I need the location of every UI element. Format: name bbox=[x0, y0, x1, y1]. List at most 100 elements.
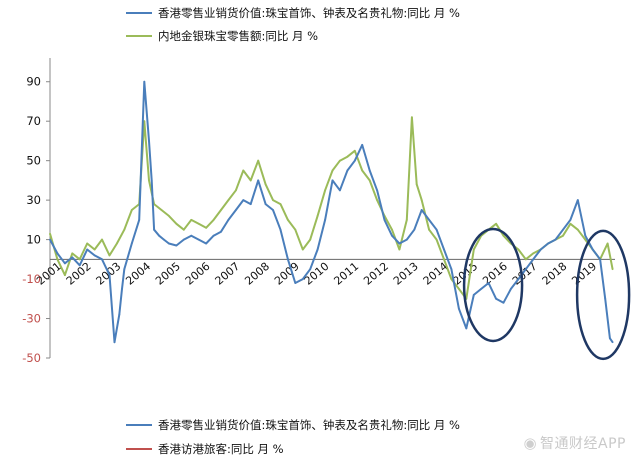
data-point-mainland-gold bbox=[197, 222, 200, 225]
data-point-hk-jewelry bbox=[101, 258, 103, 261]
data-point-hk-jewelry bbox=[153, 228, 156, 231]
data-point-mainland-gold bbox=[450, 278, 453, 280]
legend-top-mainland-gold: 内地金银珠宝零售额:同比 月 % bbox=[126, 28, 318, 44]
data-point-mainland-gold bbox=[398, 248, 401, 251]
data-point-hk-jewelry bbox=[150, 179, 153, 182]
data-point-hk-jewelry bbox=[118, 313, 121, 316]
data-point-mainland-gold bbox=[584, 238, 587, 241]
legend-label-bottom-hk-jewelry: 香港零售业销货价值:珠宝首饰、钟表及名贵礼物:同比 月 % bbox=[158, 418, 460, 432]
data-point-hk-jewelry bbox=[591, 248, 594, 251]
data-point-mainland-gold bbox=[415, 183, 418, 186]
data-point-mainland-gold bbox=[249, 179, 252, 182]
data-point-hk-jewelry bbox=[316, 248, 319, 251]
data-point-hk-jewelry bbox=[182, 238, 185, 241]
data-point-mainland-gold bbox=[71, 252, 74, 255]
data-point-hk-jewelry bbox=[487, 282, 490, 284]
data-point-mainland-gold bbox=[316, 215, 319, 217]
data-point-mainland-gold bbox=[517, 248, 520, 251]
data-point-hk-jewelry bbox=[49, 238, 51, 241]
legend-swatch-bottom-hk-jewelry bbox=[126, 424, 152, 426]
data-point-mainland-gold bbox=[148, 179, 150, 182]
x-tick-label: 2012 bbox=[361, 260, 391, 288]
data-point-mainland-gold bbox=[339, 159, 341, 162]
data-point-mainland-gold bbox=[502, 234, 505, 237]
legend-label-hk-jewelry: 香港零售业销货价值:珠宝首饰、钟表及名贵礼物:同比 月 % bbox=[158, 6, 460, 20]
y-tick-label: 90 bbox=[26, 75, 41, 89]
data-point-hk-jewelry bbox=[428, 219, 430, 221]
data-point-mainland-gold bbox=[168, 215, 170, 217]
data-point-hk-jewelry bbox=[249, 203, 252, 206]
data-point-hk-jewelry bbox=[547, 242, 549, 245]
x-tick-label: 2005 bbox=[153, 260, 183, 288]
watermark: ◉ 智通财经APP bbox=[523, 433, 626, 453]
data-point-hk-jewelry bbox=[562, 228, 564, 231]
data-point-hk-jewelry bbox=[339, 189, 341, 192]
paw-logo-icon: ◉ bbox=[523, 434, 538, 452]
data-point-hk-jewelry bbox=[220, 230, 222, 233]
data-point-hk-jewelry bbox=[235, 209, 237, 211]
data-point-mainland-gold bbox=[190, 219, 193, 221]
data-point-mainland-gold bbox=[458, 288, 460, 290]
data-point-hk-jewelry bbox=[391, 234, 393, 237]
y-tick-label: -50 bbox=[22, 351, 41, 365]
legend-swatch-hk-jewelry bbox=[126, 12, 152, 14]
data-point-hk-jewelry bbox=[175, 244, 178, 247]
x-tick-label: 2004 bbox=[123, 260, 153, 288]
data-point-hk-jewelry bbox=[212, 234, 215, 237]
data-point-mainland-gold bbox=[472, 248, 475, 251]
data-point-hk-jewelry bbox=[524, 268, 527, 271]
x-tick-label: 2013 bbox=[391, 260, 421, 288]
data-point-mainland-gold bbox=[443, 258, 445, 261]
data-point-hk-jewelry bbox=[121, 288, 123, 290]
data-point-hk-jewelry bbox=[510, 288, 512, 290]
data-point-hk-jewelry bbox=[376, 189, 378, 192]
data-point-mainland-gold bbox=[287, 219, 289, 221]
data-point-mainland-gold bbox=[160, 209, 163, 211]
data-point-hk-jewelry bbox=[168, 242, 170, 245]
x-tick-label: 2006 bbox=[183, 260, 213, 288]
data-point-hk-jewelry bbox=[324, 219, 326, 221]
data-point-mainland-gold bbox=[309, 238, 312, 241]
data-point-mainland-gold bbox=[272, 199, 274, 202]
data-point-hk-jewelry bbox=[584, 234, 587, 237]
data-point-hk-jewelry bbox=[458, 307, 460, 310]
data-point-hk-jewelry bbox=[420, 209, 423, 211]
data-point-mainland-gold bbox=[130, 209, 133, 211]
data-point-hk-jewelry bbox=[197, 238, 200, 241]
data-point-hk-jewelry bbox=[604, 297, 607, 300]
y-tick-label: 70 bbox=[26, 114, 41, 128]
data-point-hk-jewelry bbox=[368, 169, 371, 172]
data-point-hk-jewelry bbox=[609, 337, 611, 340]
data-point-mainland-gold bbox=[242, 169, 245, 172]
data-point-hk-jewelry bbox=[611, 341, 614, 344]
y-tick-label: -30 bbox=[22, 312, 41, 326]
data-point-hk-jewelry bbox=[554, 238, 557, 241]
data-point-mainland-gold bbox=[64, 274, 66, 276]
data-point-mainland-gold bbox=[182, 228, 185, 231]
y-tick-label: -10 bbox=[22, 272, 41, 286]
data-point-mainland-gold bbox=[175, 222, 178, 225]
data-point-hk-jewelry bbox=[443, 248, 445, 251]
data-point-hk-jewelry bbox=[435, 228, 438, 231]
y-tick-label: 10 bbox=[26, 233, 41, 247]
data-point-mainland-gold bbox=[524, 258, 527, 261]
series-line-hk-jewelry bbox=[49, 80, 614, 344]
data-point-mainland-gold bbox=[205, 226, 208, 229]
data-point-mainland-gold bbox=[78, 258, 81, 261]
highlight-ellipse bbox=[575, 229, 631, 361]
data-point-mainland-gold bbox=[532, 252, 535, 255]
data-point-hk-jewelry bbox=[163, 238, 165, 241]
data-point-hk-jewelry bbox=[158, 234, 161, 237]
data-point-hk-jewelry bbox=[502, 301, 505, 304]
data-point-hk-jewelry bbox=[405, 238, 408, 241]
data-point-hk-jewelry bbox=[413, 228, 416, 231]
data-point-mainland-gold bbox=[101, 238, 103, 241]
data-point-hk-jewelry bbox=[287, 258, 289, 261]
data-point-hk-jewelry bbox=[190, 234, 193, 237]
legend-swatch-mainland-gold bbox=[126, 35, 152, 37]
data-point-hk-jewelry bbox=[398, 242, 401, 245]
data-point-mainland-gold bbox=[116, 242, 118, 245]
x-tick-label: 2008 bbox=[242, 260, 272, 288]
x-tick-label: 2009 bbox=[272, 260, 302, 288]
